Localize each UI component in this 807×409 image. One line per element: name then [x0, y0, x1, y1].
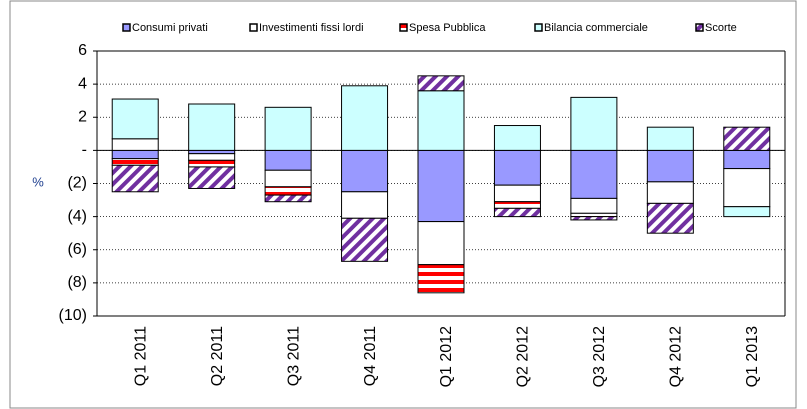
bar-segment [264, 149, 312, 171]
bar-segment [417, 90, 465, 151]
bar-segment [570, 197, 618, 214]
y-tick-label: 6 [78, 42, 87, 59]
bar-segment [493, 184, 541, 203]
y-tick-label: 4 [78, 75, 87, 92]
bar-segment [264, 106, 312, 151]
legend-label: Bilancia commerciale [544, 22, 648, 34]
x-tick-label: Q1 2013 [744, 326, 761, 387]
y-tick-label: - [82, 142, 87, 159]
legend-swatch [122, 23, 131, 32]
x-tick-label: Q1 2011 [132, 326, 149, 386]
bar-segment [723, 149, 771, 170]
bar-segment [111, 164, 159, 193]
legend-swatch [249, 23, 258, 32]
bar-segment [723, 168, 771, 208]
x-tick-label: Q4 2012 [668, 326, 685, 387]
bar-segment [341, 217, 389, 262]
bar-segment [417, 264, 465, 294]
legend-label: Scorte [705, 22, 737, 34]
bar-segment [723, 206, 771, 218]
bar-segment [188, 166, 236, 189]
bar-segment [646, 202, 694, 234]
x-tick-label: Q3 2012 [591, 326, 608, 387]
bar-segment [111, 138, 159, 151]
x-tick-label: Q2 2011 [209, 326, 226, 386]
y-tick-label: 2 [78, 108, 87, 125]
bar-segment [570, 96, 618, 151]
bar-segment [341, 149, 389, 193]
legend-swatch [534, 23, 543, 32]
bar-segment [111, 98, 159, 140]
bar-segment [493, 201, 541, 209]
bar-segment [341, 85, 389, 151]
x-tick-label: Q2 2012 [515, 326, 532, 387]
bar-segment [493, 149, 541, 186]
bar-segment [417, 75, 465, 92]
bar-segment [646, 149, 694, 183]
y-axis-label: % [32, 174, 44, 189]
bar-segment [570, 216, 618, 221]
legend-label: Consumi privati [132, 22, 208, 34]
legend-swatch [695, 23, 704, 32]
bar-segment [493, 207, 541, 218]
legend-label: Spesa Pubblica [409, 22, 486, 34]
bar-segment [341, 191, 389, 219]
bar-segment [111, 149, 159, 160]
x-tick-label: Q4 2011 [362, 326, 379, 386]
bar-segment [723, 126, 771, 151]
bar-segment [264, 194, 312, 203]
bar-segment [111, 158, 159, 166]
y-tick-label: (8) [67, 274, 87, 291]
bar-segment [188, 159, 236, 168]
bar-segment [188, 103, 236, 151]
y-tick-label: (2) [67, 175, 87, 192]
legend-swatch [399, 23, 408, 32]
bar-segment [646, 181, 694, 204]
bar-segment [570, 149, 618, 199]
x-tick-label: Q3 2011 [285, 326, 302, 386]
bar-segment [493, 125, 541, 151]
bar-segment [417, 221, 465, 266]
y-tick-label: (6) [67, 241, 87, 258]
bar-segment [646, 126, 694, 151]
x-tick-label: Q1 2012 [438, 326, 455, 387]
y-tick-label: (10) [59, 307, 87, 324]
bar-segment [264, 186, 312, 196]
bar-segment [188, 153, 236, 161]
legend-label: Investimenti fissi lordi [259, 22, 364, 34]
y-tick-label: (4) [67, 208, 87, 225]
bar-segment [417, 149, 465, 223]
bar-segment [264, 169, 312, 188]
